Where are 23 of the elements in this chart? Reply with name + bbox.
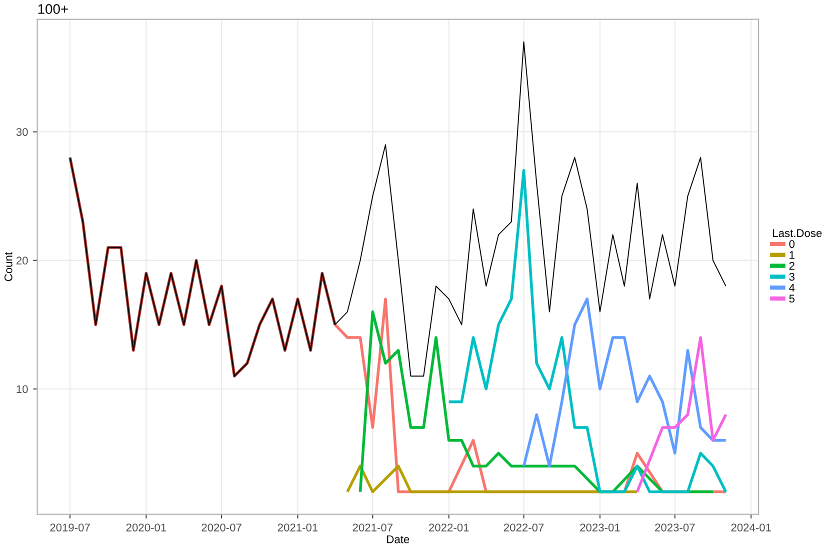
legend-label: 1 (790, 251, 794, 259)
legend-title: Last.Dose (773, 229, 822, 238)
legend-label: 0 (789, 240, 795, 248)
y-tick-label: 10 (16, 385, 28, 394)
x-tick-label: 2021-01 (278, 524, 318, 532)
legend-label: 4 (789, 284, 795, 292)
x-tick-label: 2024-01 (731, 524, 771, 532)
y-tick-label: 30 (16, 128, 28, 136)
x-tick-label: 2020-07 (202, 524, 242, 532)
legend-label: 3 (789, 272, 794, 281)
x-tick-label: 2021-07 (352, 524, 392, 532)
legend-label: 5 (789, 294, 795, 303)
y-tick-label: 20 (16, 256, 28, 265)
x-tick-label: 2023-01 (580, 524, 620, 532)
x-tick-label: 2022-07 (504, 524, 544, 532)
x-tick-label: 2023-07 (655, 524, 695, 532)
chart-title: 100+ (38, 4, 68, 14)
x-tick-label: 2019-07 (50, 524, 90, 532)
x-tick-label: 2022-01 (429, 524, 469, 532)
legend-label: 2 (789, 262, 794, 270)
y-axis-title: Count (4, 252, 12, 282)
x-tick-label: 2020-01 (126, 524, 166, 532)
x-axis-title: Date (387, 535, 410, 544)
